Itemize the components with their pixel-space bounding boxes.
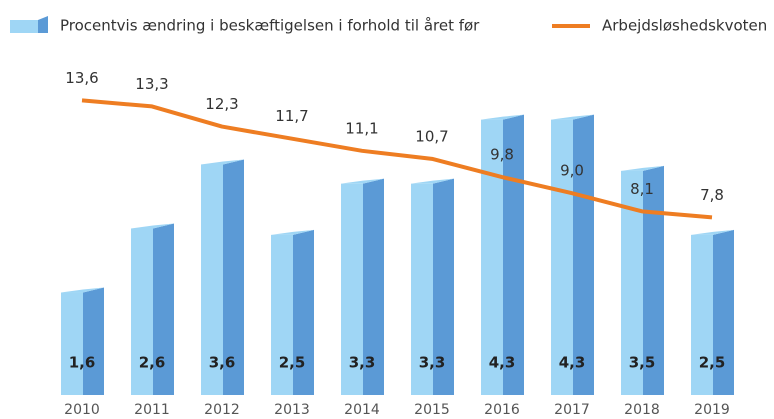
- line-series: [81, 98, 713, 220]
- x-tick-label: 2018: [624, 402, 660, 418]
- bar-side: [573, 114, 594, 395]
- x-tick-label: 2011: [134, 402, 170, 418]
- bar-side: [223, 159, 244, 395]
- bar-front: [131, 228, 153, 395]
- legend-swatch-bar-side: [38, 16, 48, 33]
- x-tick-label: 2012: [204, 402, 240, 418]
- legend-label: Procentvis ændring i beskæftigelsen i fo…: [60, 17, 480, 35]
- line-value-label: 7,8: [700, 186, 724, 204]
- bar-value-label: 4,3: [559, 354, 586, 372]
- bar-top: [551, 114, 594, 120]
- line-value-label: 9,0: [560, 162, 584, 180]
- bar-front: [201, 164, 223, 395]
- x-tick-label: 2016: [484, 402, 520, 418]
- bar-top: [481, 114, 524, 120]
- line-value-label: 13,6: [65, 69, 98, 87]
- bar-value-label: 3,6: [209, 354, 236, 372]
- bar-value-label: 1,6: [69, 354, 96, 372]
- bar-side: [643, 165, 664, 395]
- line-value-label: 8,1: [630, 180, 654, 198]
- bar-front: [341, 183, 363, 395]
- line-value-label: 11,1: [345, 119, 378, 137]
- bar-top: [341, 178, 384, 184]
- bar-front: [621, 170, 643, 395]
- line-value-label: 11,7: [275, 107, 308, 125]
- x-tick-label: 2015: [414, 402, 450, 418]
- bar-top: [621, 165, 664, 171]
- bar-value-label: 4,3: [489, 354, 516, 372]
- bar-top: [411, 178, 454, 184]
- bar-value-label: 2,5: [699, 354, 726, 372]
- bar-side: [713, 229, 734, 395]
- line-value-label: 10,7: [415, 127, 448, 145]
- x-tick-label: 2010: [64, 402, 100, 418]
- bar-side: [83, 287, 104, 395]
- bar-top: [271, 229, 314, 235]
- bar-top: [131, 223, 174, 229]
- x-tick-label: 2019: [694, 402, 730, 418]
- line-value-label: 12,3: [205, 95, 238, 113]
- bar-front: [411, 183, 433, 395]
- bar-front: [61, 292, 83, 395]
- bar-side: [153, 223, 174, 395]
- bar-value-label: 3,5: [629, 354, 656, 372]
- x-tick-label: 2017: [554, 402, 590, 418]
- legend-swatch-bar-front: [10, 20, 38, 33]
- bar-value-label: 2,6: [139, 354, 166, 372]
- bar-front: [691, 234, 713, 395]
- x-tick-label: 2013: [274, 402, 310, 418]
- bar-side: [433, 178, 454, 395]
- line-value-label: 9,8: [490, 146, 514, 164]
- bar-value-label: 3,3: [349, 354, 376, 372]
- bar-top: [691, 229, 734, 235]
- bar-top: [61, 287, 104, 293]
- x-tick-label: 2014: [344, 402, 380, 418]
- bar-front: [481, 119, 503, 395]
- line-value-label: 13,3: [135, 75, 168, 93]
- bar-value-label: 3,3: [419, 354, 446, 372]
- bar-side: [293, 229, 314, 395]
- bar-top: [201, 159, 244, 165]
- bar-value-label: 2,5: [279, 354, 306, 372]
- legend-label: Arbejdsløshedskvoten: [602, 17, 767, 35]
- bar-front: [271, 234, 293, 395]
- bar-side: [503, 114, 524, 395]
- bar-side: [363, 178, 384, 395]
